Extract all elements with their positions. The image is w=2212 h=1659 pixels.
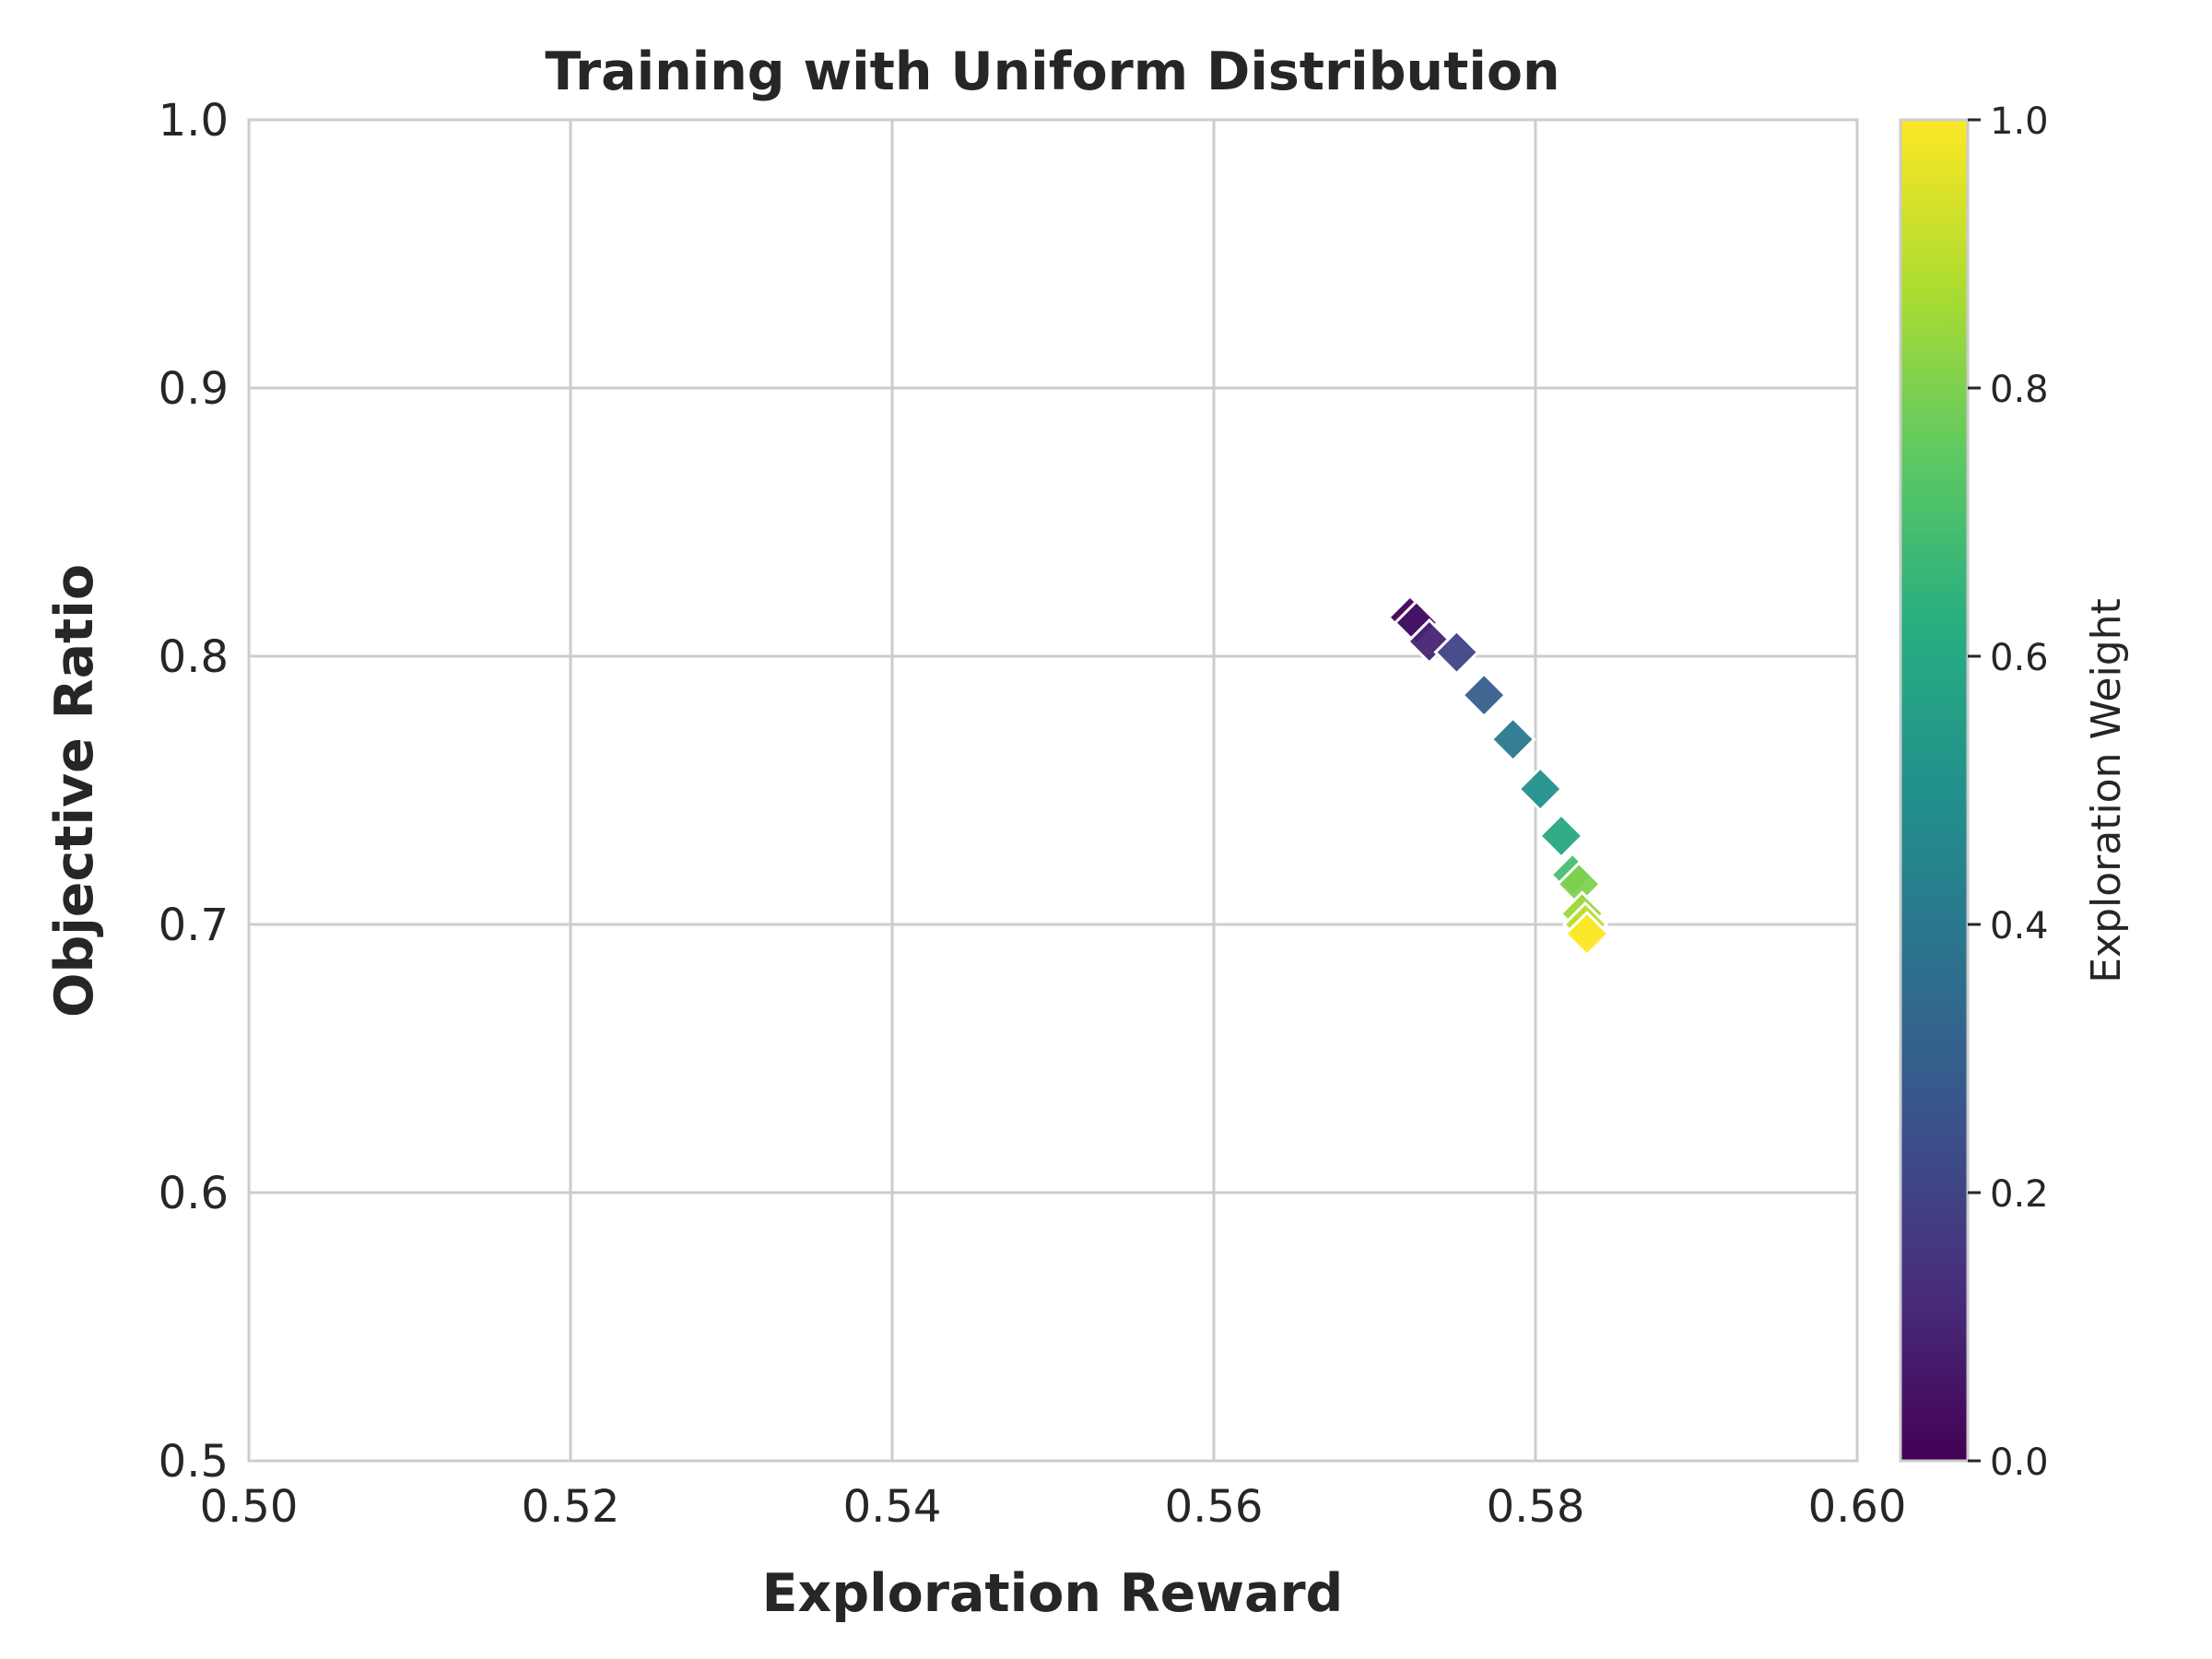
x-tick-label: 0.60 (1808, 1481, 1907, 1533)
y-tick-label: 0.7 (159, 900, 229, 951)
data-point (1433, 629, 1480, 676)
plot-area (249, 120, 1857, 1461)
x-tick-label: 0.58 (1487, 1481, 1585, 1533)
y-tick-label: 0.6 (159, 1168, 229, 1219)
colorbar (1900, 120, 1968, 1461)
x-tick-labels: 0.50 0.52 0.54 0.56 0.58 0.60 (200, 1481, 1907, 1533)
data-point (1489, 716, 1536, 763)
y-tick-label: 0.8 (159, 631, 229, 683)
y-tick-labels: 0.5 0.6 0.7 0.8 0.9 1.0 (159, 95, 229, 1488)
data-point (1537, 812, 1585, 860)
y-axis-label: Objective Ratio (44, 564, 105, 1018)
data-point (1517, 765, 1564, 813)
colorbar-frame (1899, 118, 1970, 1463)
x-tick-label: 0.56 (1165, 1481, 1264, 1533)
scatter-points (1386, 594, 1610, 958)
colorbar-tick-label: 0.8 (1990, 369, 2049, 411)
x-tick-label: 0.52 (522, 1481, 620, 1533)
colorbar-tick-label: 0.2 (1990, 1173, 2049, 1216)
colorbar-tick-label: 0.6 (1990, 637, 2049, 679)
data-point (1563, 911, 1610, 958)
data-point (1461, 672, 1508, 719)
colorbar-label: Exploration Weight (2083, 598, 2130, 983)
x-tick-label: 0.50 (200, 1481, 299, 1533)
y-tick-label: 1.0 (159, 95, 229, 147)
colorbar-tick-label: 0.4 (1990, 905, 2049, 947)
colorbar-ticks: 0.0 0.2 0.4 0.6 0.8 1.0 (1968, 100, 2049, 1484)
colorbar-tick-label: 1.0 (1990, 100, 2049, 143)
colorbar-tick-label: 0.0 (1990, 1441, 2049, 1484)
x-axis-label: Exploration Reward (762, 1563, 1344, 1624)
x-tick-label: 0.54 (843, 1481, 942, 1533)
chart-title: Training with Uniform Distribution (545, 41, 1559, 102)
y-tick-label: 0.5 (159, 1436, 229, 1488)
plot-frame (247, 118, 1859, 1463)
y-tick-label: 0.9 (159, 363, 229, 415)
